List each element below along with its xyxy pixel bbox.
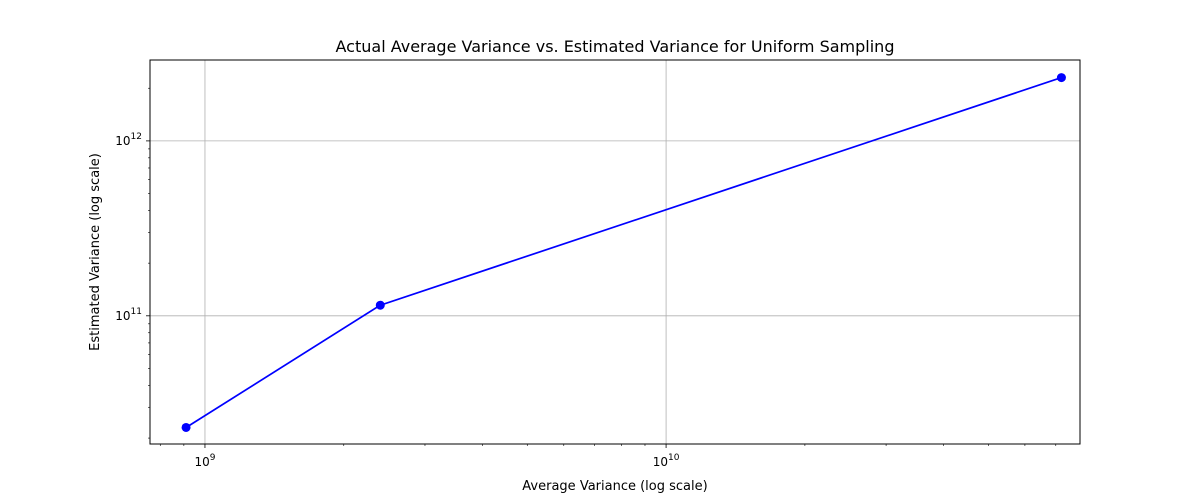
data-point	[375, 300, 385, 310]
series-line	[185, 76, 1062, 429]
y-tick-label: 1011	[115, 307, 142, 323]
x-axis-label: Average Variance (log scale)	[522, 479, 707, 494]
y-tick-label: 1012	[115, 132, 142, 148]
data-point	[181, 422, 191, 432]
x-tick-label: 109	[194, 453, 215, 469]
y-axis-label: Estimated Variance (log scale)	[88, 153, 103, 351]
data-point	[1056, 73, 1066, 83]
grid-layer	[150, 60, 1080, 444]
ticks-layer: 109 1010 1011 1012	[115, 87, 1057, 469]
x-tick-label: 1010	[653, 453, 680, 469]
chart-title: Actual Average Variance vs. Estimated Va…	[336, 37, 895, 56]
plot-frame	[149, 59, 1081, 445]
series-layer	[181, 73, 1066, 432]
